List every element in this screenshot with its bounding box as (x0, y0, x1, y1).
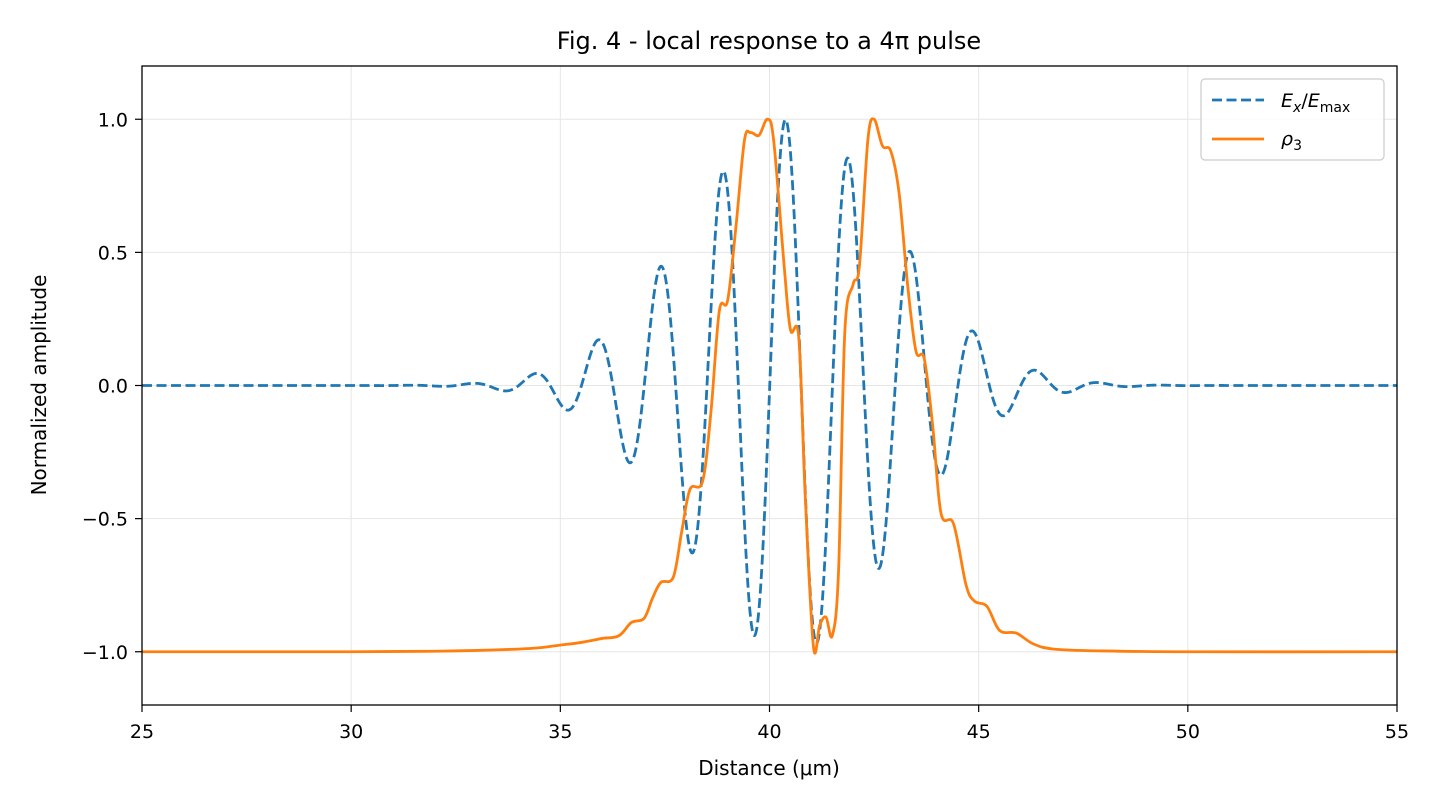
series-layer (141, 117, 1398, 655)
x-tick-label: 30 (339, 721, 363, 743)
y-axis-title: Normalized amplitude (27, 275, 51, 496)
series-ex-line (141, 118, 1398, 645)
x-tick-label: 45 (967, 721, 991, 743)
series-rho3-line (141, 117, 1398, 655)
y-tick-label: 1.0 (98, 109, 128, 131)
y-tick-label: 0.5 (98, 242, 128, 264)
ticks: 25 30 35 40 45 50 55 −1.0 −0.5 0.0 0.5 1.0 (82, 109, 1409, 743)
x-tick-label: 40 (757, 721, 781, 743)
legend: Ex/Emax ρ3 (1200, 78, 1385, 161)
y-tick-label: 0.0 (98, 376, 128, 398)
x-tick-label: 50 (1176, 721, 1200, 743)
grid (141, 66, 1398, 705)
x-tick-label: 55 (1385, 721, 1409, 743)
x-axis-title: Distance (μm) (698, 756, 840, 780)
chart-title: Fig. 4 - local response to a 4π pulse (557, 27, 981, 55)
x-tick-label: 35 (548, 721, 572, 743)
y-tick-label: −1.0 (82, 642, 128, 664)
legend-label-rho3: ρ3 (1281, 128, 1302, 154)
y-tick-label: −0.5 (82, 509, 128, 531)
x-tick-label: 25 (130, 721, 154, 743)
legend-label-ex: Ex/Emax (1281, 90, 1350, 116)
